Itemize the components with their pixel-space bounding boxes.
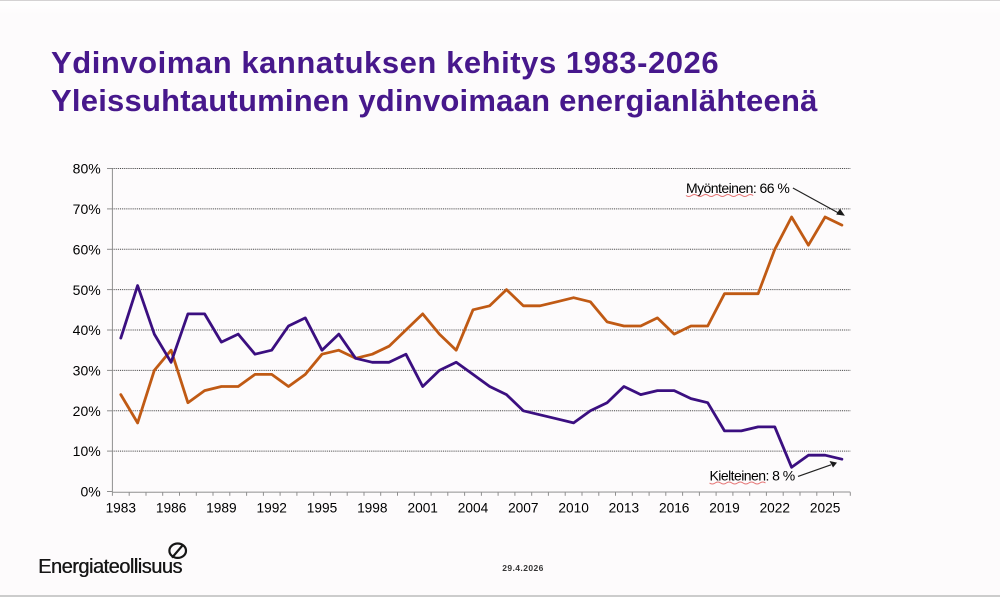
svg-text:2022: 2022 bbox=[760, 500, 790, 515]
svg-text:0%: 0% bbox=[80, 484, 100, 500]
svg-text:70%: 70% bbox=[73, 201, 101, 217]
svg-text:2007: 2007 bbox=[508, 500, 538, 515]
svg-text:2016: 2016 bbox=[659, 500, 690, 515]
svg-text:2010: 2010 bbox=[558, 500, 589, 515]
svg-text:20%: 20% bbox=[73, 403, 101, 419]
svg-text:Myönteinen: 66 %: Myönteinen: 66 % bbox=[686, 180, 789, 196]
svg-text:1986: 1986 bbox=[156, 500, 187, 515]
svg-text:2013: 2013 bbox=[609, 500, 640, 515]
svg-text:1989: 1989 bbox=[206, 500, 236, 515]
svg-text:50%: 50% bbox=[73, 282, 101, 298]
svg-text:10%: 10% bbox=[73, 443, 101, 459]
svg-text:1995: 1995 bbox=[307, 500, 338, 515]
svg-text:60%: 60% bbox=[73, 241, 101, 257]
svg-text:Kielteinen: 8 %: Kielteinen: 8 % bbox=[710, 468, 795, 484]
svg-text:1983: 1983 bbox=[106, 500, 137, 515]
svg-text:80%: 80% bbox=[73, 161, 101, 177]
svg-text:2019: 2019 bbox=[709, 500, 739, 515]
svg-text:1992: 1992 bbox=[256, 500, 286, 515]
svg-text:2004: 2004 bbox=[458, 500, 489, 515]
svg-text:30%: 30% bbox=[73, 363, 101, 379]
svg-text:2001: 2001 bbox=[407, 500, 437, 515]
svg-text:1998: 1998 bbox=[357, 500, 388, 515]
svg-text:2025: 2025 bbox=[810, 500, 841, 515]
svg-text:40%: 40% bbox=[73, 322, 101, 338]
